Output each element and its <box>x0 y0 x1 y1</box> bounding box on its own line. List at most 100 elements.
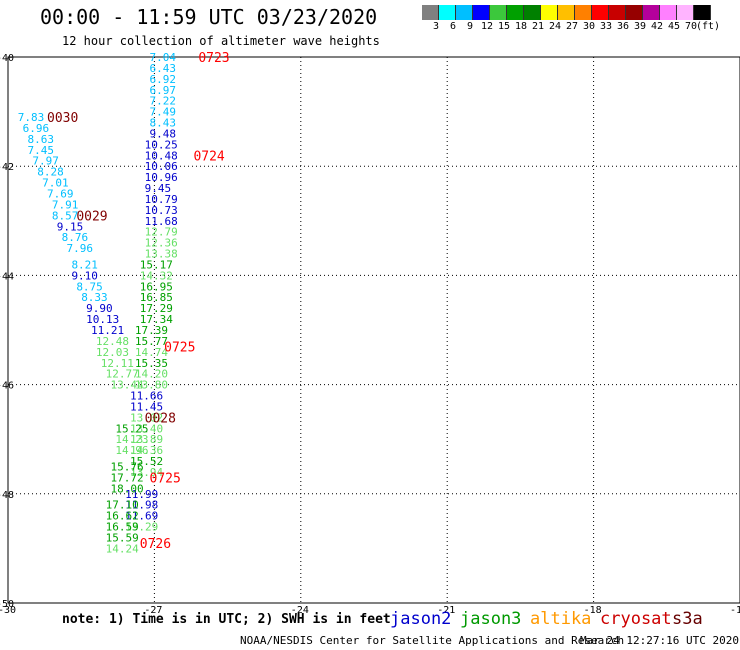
legend-label: 3 <box>433 21 440 32</box>
legend-swatch <box>439 5 456 20</box>
wave-height-label: 7.04 <box>150 51 177 64</box>
wave-height-label: 11.66 <box>130 390 163 403</box>
wave-height-label: 8.63 <box>28 133 55 146</box>
wave-height-label: 7.91 <box>52 198 79 211</box>
wave-height-label: 7.45 <box>28 144 55 157</box>
wave-height-label: 15.77 <box>135 335 168 348</box>
wave-height-label: 15.35 <box>135 357 168 370</box>
satellite-label-cryosat: cryosat <box>600 609 672 629</box>
y-tick-label: -50 <box>0 599 14 610</box>
wave-height-label: 8.43 <box>150 117 177 130</box>
legend-swatch <box>643 5 660 20</box>
wave-height-label: 6.92 <box>150 73 177 86</box>
wave-height-label: 13.38 <box>145 248 178 261</box>
x-tick-label: -30 <box>0 605 16 616</box>
legend-label: 39 <box>634 21 647 32</box>
legend-swatch <box>507 5 524 20</box>
wave-height-label: 7.49 <box>150 106 177 119</box>
wave-height-points: 7.046.436.926.977.227.498.439.4810.2510.… <box>18 51 178 555</box>
legend-swatch <box>473 5 490 20</box>
wave-height-label: 17.34 <box>140 313 173 326</box>
wave-height-label: 16.62 <box>106 510 139 523</box>
wave-height-label: 11.99 <box>125 488 158 501</box>
track-time-label: 0725 <box>150 471 181 486</box>
wave-height-label: 13.80 <box>135 379 168 392</box>
legend-swatch <box>575 5 592 20</box>
legend-label: 27 <box>566 21 579 32</box>
wave-height-label: 13.89 <box>130 433 163 446</box>
wave-height-label: 8.28 <box>37 166 64 179</box>
wave-height-label: 18.00 <box>110 482 143 495</box>
wave-height-label: 9.15 <box>57 220 84 233</box>
wave-height-label: 14.36 <box>130 444 163 457</box>
wave-height-label: 6.43 <box>150 62 177 75</box>
satellite-label-jason2: jason2 <box>390 609 452 629</box>
x-tick-label: -24 <box>291 605 309 616</box>
wave-height-label: 12.77 <box>106 368 139 381</box>
legend-swatch <box>422 5 439 20</box>
y-tick-label: -44 <box>0 271 14 282</box>
y-tick-label: -40 <box>0 53 14 64</box>
legend-label: 6 <box>450 21 457 32</box>
wave-height-label: 12.79 <box>145 226 178 239</box>
x-tick-label: -27 <box>144 605 162 616</box>
wave-height-label: 17.29 <box>140 302 173 315</box>
x-tick-label: -15 <box>730 605 740 616</box>
legend-label: 30 <box>583 21 596 32</box>
wave-height-label: 15.52 <box>130 455 163 468</box>
legend-label: 15 <box>498 21 511 32</box>
wave-height-label: 9.45 <box>145 182 172 195</box>
track-labels: 0723 0724 0030 0029 0725 0028 0725 0726 <box>47 51 230 552</box>
track-time-label: 0723 <box>198 51 229 66</box>
credit-text: NOAA/NESDIS Center for Satellite Applica… <box>240 634 625 647</box>
legend-label: 70 <box>685 21 698 32</box>
legend-swatch <box>694 5 711 20</box>
legend-label: 18 <box>515 21 528 32</box>
legend-label: 33 <box>600 21 613 32</box>
wave-height-label: 10.48 <box>145 149 178 162</box>
track-time-label: 0724 <box>193 149 224 164</box>
wave-height-label: 12.48 <box>96 335 129 348</box>
axis-ticks: -30 -27 -24 -21 -18 -15 -40 -42 -44 -46 -48 -50 <box>0 53 740 616</box>
legend-label: 45 <box>668 21 681 32</box>
wave-height-label: 17.72 <box>110 471 143 484</box>
track-time-label: 0030 <box>47 111 78 126</box>
wave-height-label: 16.95 <box>140 280 173 293</box>
wave-height-label: 10.79 <box>145 193 178 206</box>
wave-height-label: 7.69 <box>47 188 74 201</box>
wave-height-label: 7.97 <box>32 155 59 168</box>
wave-height-label: 12.36 <box>145 237 178 250</box>
legend-swatch <box>524 5 541 20</box>
track-time-label: 0029 <box>76 209 107 224</box>
wave-height-label: 11.68 <box>145 215 178 228</box>
legend-swatch <box>609 5 626 20</box>
color-scale-legend <box>422 5 711 20</box>
wave-height-label: 6.96 <box>23 122 50 135</box>
legend-swatch <box>490 5 507 20</box>
wave-height-label: 15.17 <box>140 258 173 271</box>
legend-label: 9 <box>467 21 474 32</box>
wave-height-label: 8.76 <box>62 231 89 244</box>
wave-height-label: 7.01 <box>42 177 69 190</box>
wave-height-label: 13.29 <box>125 521 158 534</box>
footer-note: note: 1) Time is in UTC; 2) SWH is in fe… <box>62 612 391 627</box>
wave-height-label: 15.25 <box>115 422 148 435</box>
legend-label: (ft) <box>696 21 721 32</box>
wave-height-label: 13.02 <box>130 411 163 424</box>
legend-label: 42 <box>651 21 664 32</box>
legend-swatch <box>456 5 473 20</box>
wave-height-label: 13.94 <box>130 466 163 479</box>
legend-swatch <box>592 5 609 20</box>
wave-height-label: 6.97 <box>150 84 177 97</box>
legend-label: 12 <box>481 21 494 32</box>
wave-height-label: 14.20 <box>135 368 168 381</box>
wave-height-label: 15.59 <box>106 531 139 544</box>
grid-lines <box>8 56 740 604</box>
wave-height-label: 14.32 <box>140 269 173 282</box>
wave-height-label: 9.48 <box>150 127 177 140</box>
legend-swatch <box>541 5 558 20</box>
page-subtitle: 12 hour collection of altimeter wave hei… <box>62 34 380 48</box>
legend-label: 21 <box>532 21 545 32</box>
legend-swatch <box>660 5 677 20</box>
